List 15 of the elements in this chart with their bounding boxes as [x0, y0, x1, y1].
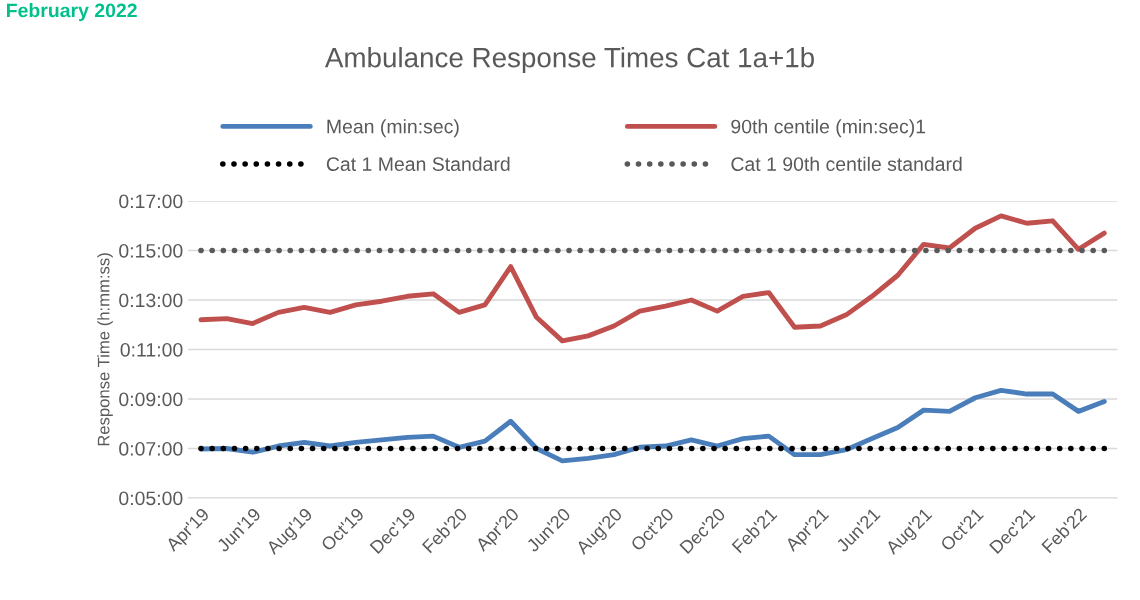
- y-tick-label: 0:13:00: [119, 293, 183, 308]
- legend-label: 90th centile (min:sec)1: [731, 119, 926, 138]
- y-tick-label: 0:07:00: [119, 441, 183, 456]
- line-series: [198, 213, 1107, 344]
- y-tick-label: 0:09:00: [119, 392, 183, 407]
- chart-title: Ambulance Response Times Cat 1a+1b: [324, 47, 814, 73]
- y-tick-label: 0:15:00: [119, 243, 183, 258]
- y-axis-title: Response Time (h:mm:ss): [97, 253, 113, 446]
- y-tick-label: 0:11:00: [120, 342, 183, 357]
- y-tick-label: 0:05:00: [119, 491, 183, 506]
- y-tick-label: 0:17:00: [119, 194, 183, 209]
- legend-label: Cat 1 90th centile standard: [731, 156, 962, 171]
- text: February 2022: [7, 3, 137, 22]
- legend-label: Mean (min:sec): [327, 119, 459, 138]
- legend-label: Cat 1 Mean Standard: [326, 156, 510, 171]
